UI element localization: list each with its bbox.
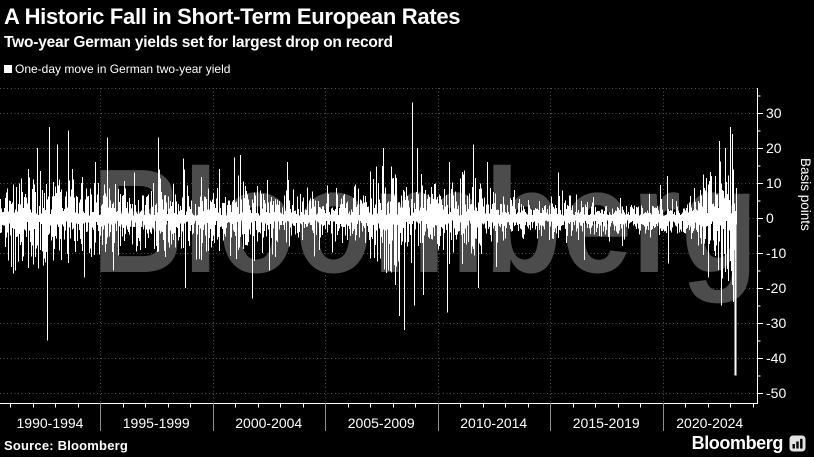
x-period-label: 2005-2009 — [348, 415, 415, 431]
bars-series — [0, 157, 737, 286]
chart-subtitle: Two-year German yields set for largest d… — [4, 34, 393, 51]
y-tick-label: -10 — [766, 245, 786, 261]
legend-swatch-icon — [4, 65, 12, 73]
y-tick-label: -40 — [766, 350, 786, 366]
source-note: Source: Bloomberg — [4, 438, 129, 453]
legend-label: One-day move in German two-year yield — [15, 62, 231, 76]
y-axis-label: Basis points — [798, 158, 813, 231]
y-tick-label: -30 — [766, 315, 786, 331]
x-period-label: 2000-2004 — [235, 415, 302, 431]
y-tick-label: 10 — [766, 175, 782, 191]
x-period-label: 2020-2024 — [676, 415, 743, 431]
notable-move-bars — [0, 102, 735, 341]
brand-wordmark: Bloomberg — [691, 433, 784, 453]
x-period-label: 2010-2014 — [460, 415, 527, 431]
chart-title: A Historic Fall in Short-Term European R… — [4, 4, 461, 29]
legend: One-day move in German two-year yield — [4, 62, 230, 76]
x-period-label: 1995-1999 — [123, 415, 190, 431]
y-tick-label: 0 — [766, 210, 774, 226]
y-tick-label: 20 — [766, 140, 782, 156]
y-tick-label: -50 — [766, 385, 786, 401]
bloomberg-terminal-icon — [789, 435, 806, 452]
brand-lockup: Bloomberg — [692, 433, 806, 454]
x-period-label: 1990-1994 — [17, 415, 84, 431]
y-tick-label: 30 — [766, 105, 782, 121]
x-period-label: 2015-2019 — [573, 415, 640, 431]
y-tick-label: -20 — [766, 280, 786, 296]
